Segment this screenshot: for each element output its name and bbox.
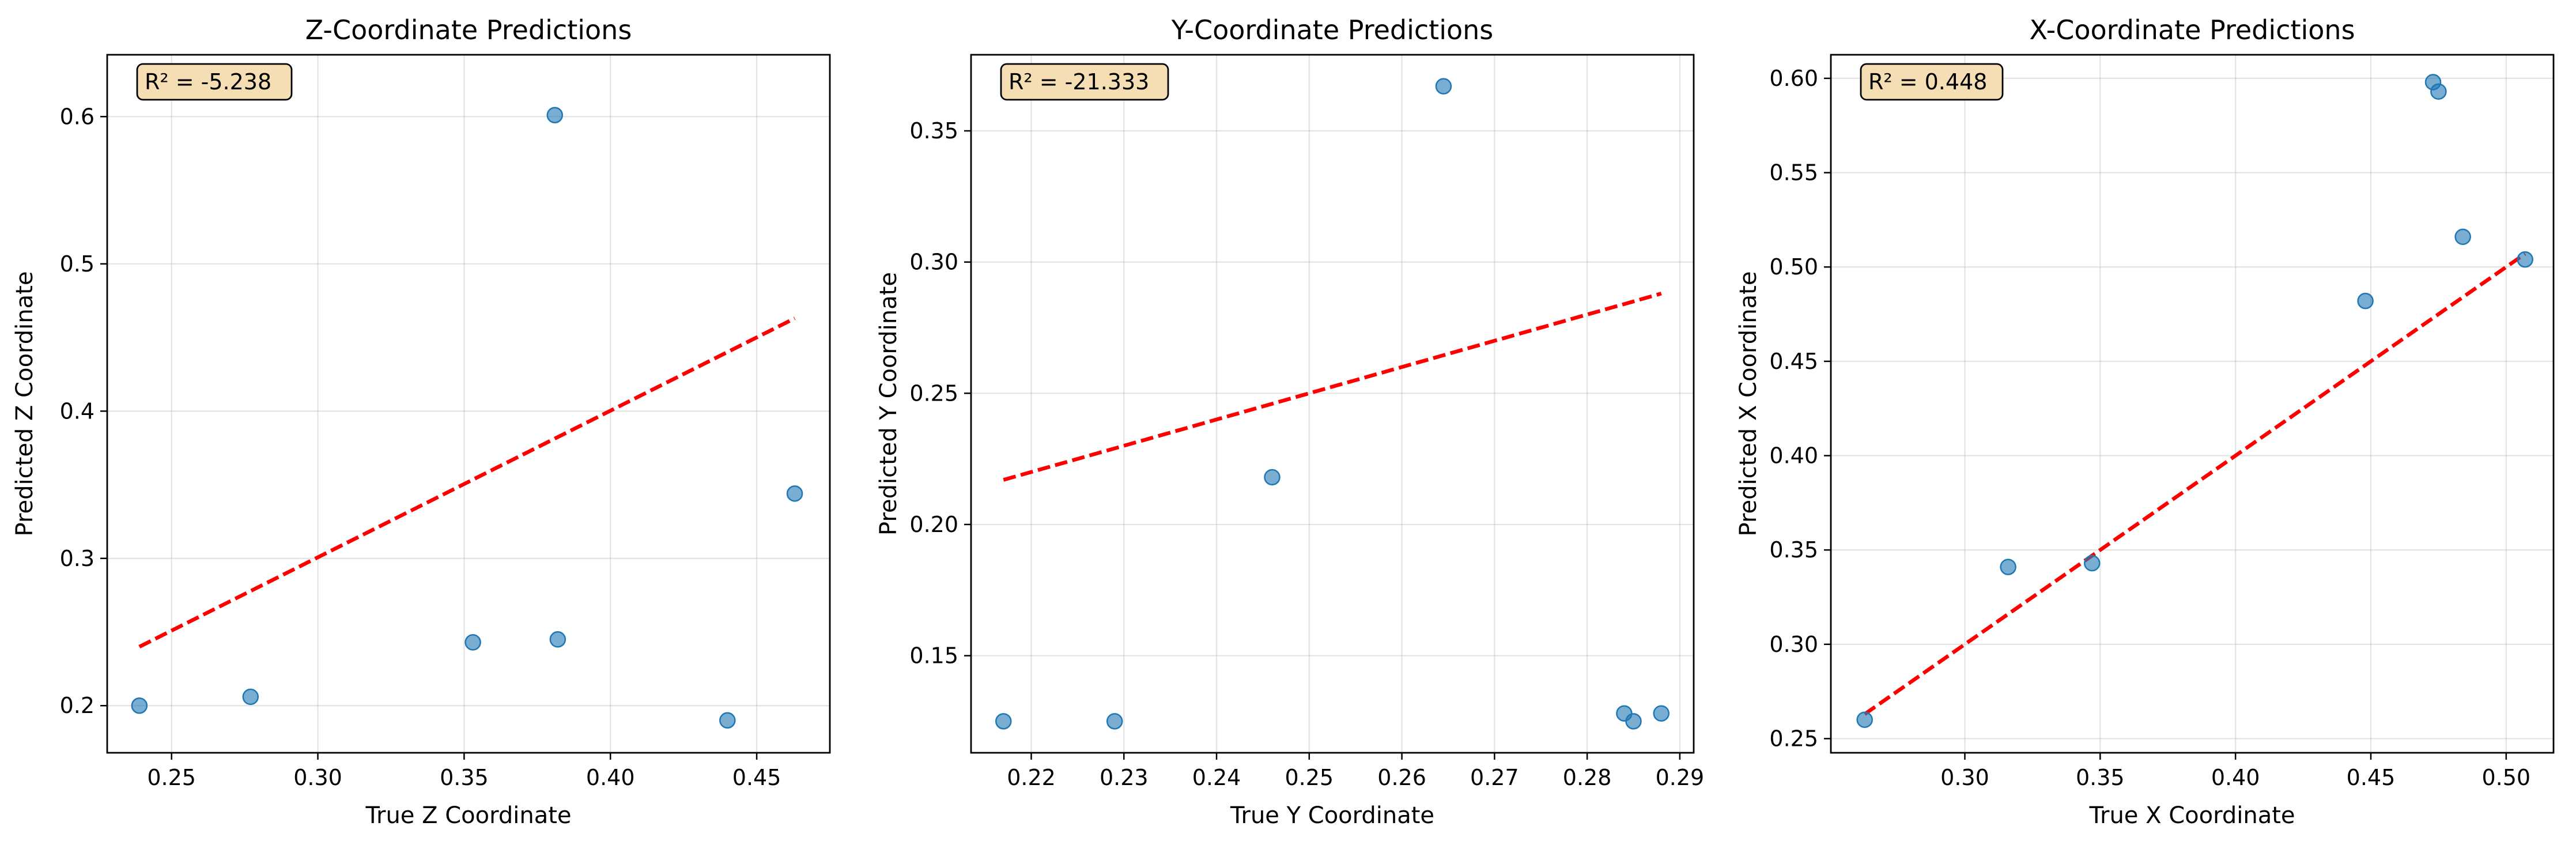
y-tick-label: 0.45 (1769, 349, 1818, 374)
x-tick-label: 0.25 (1285, 765, 1334, 790)
data-point (1653, 705, 1670, 722)
y-tick-label: 0.6 (60, 104, 95, 129)
x-tick-label: 0.35 (2076, 765, 2125, 790)
axes-frame (970, 54, 1695, 754)
x-tick-label: 0.23 (1100, 765, 1149, 790)
y-axis-label: Predicted Y Coordinate (875, 272, 902, 535)
y-tick-label: 0.50 (1769, 254, 1818, 280)
y-tick-label: 0.40 (1769, 443, 1818, 469)
x-tick-label: 0.40 (586, 765, 635, 790)
x-tick-label: 0.35 (440, 765, 489, 790)
data-point (2357, 292, 2374, 310)
data-point (2000, 559, 2016, 575)
r2-annotation-box (1860, 63, 2004, 101)
y-tick-label: 0.5 (60, 251, 95, 277)
x-tick-label: 0.50 (2482, 765, 2531, 790)
r2-annotation-box (1000, 63, 1169, 101)
data-point (995, 713, 1012, 730)
data-point (131, 697, 148, 714)
y-tick-label: 0.20 (909, 512, 958, 537)
axes-frame (1830, 54, 2555, 754)
data-point (1106, 713, 1123, 730)
x-tick-label: 0.30 (293, 765, 342, 790)
x-axis-label: True Z Coordinate (365, 802, 571, 829)
r2-annotation: R² = -21.333 (1009, 69, 1149, 95)
x-tick-label: 0.27 (1470, 765, 1519, 790)
data-point (464, 634, 481, 651)
y-tick-label: 0.3 (60, 546, 95, 571)
x-axis-label: True Y Coordinate (1230, 802, 1434, 829)
y-tick-label: 0.35 (909, 118, 958, 144)
fit-line (138, 316, 796, 648)
r2-annotation-box (136, 63, 293, 101)
y-tick-label: 0.25 (1769, 726, 1818, 751)
data-point (2517, 251, 2533, 268)
data-point (1856, 711, 1873, 728)
x-tick-label: 0.28 (1563, 765, 1612, 790)
x-tick-label: 0.22 (1007, 765, 1056, 790)
y-tick-label: 0.30 (909, 250, 958, 275)
y-tick-label: 0.4 (60, 398, 95, 424)
x-tick-label: 0.29 (1656, 765, 1705, 790)
data-point (2083, 554, 2101, 572)
y-tick-label: 0.2 (60, 693, 95, 718)
fit-line (1863, 252, 2526, 716)
x-tick-label: 0.26 (1377, 765, 1426, 790)
data-point (2454, 228, 2471, 246)
y-axis-label: Predicted X Coordinate (1735, 271, 1762, 537)
chart-title: Z-Coordinate Predictions (305, 14, 632, 46)
x-tick-label: 0.45 (2347, 765, 2396, 790)
data-point (2430, 83, 2447, 100)
data-point (1435, 78, 1452, 95)
data-point (1625, 713, 1642, 730)
r2-annotation: R² = -5.238 (145, 69, 271, 95)
y-tick-label: 0.25 (909, 380, 958, 406)
data-point (546, 107, 564, 123)
chart-panel-2: 0.22 0.23 0.24 0.25 0.26 0.27 0.28 0.29 0.15 0.20… (875, 14, 1704, 829)
x-tick-label: 0.40 (2211, 765, 2260, 790)
x-axis-label: True X Coordinate (2088, 802, 2295, 829)
x-tick-label: 0.25 (147, 765, 196, 790)
x-tick-label: 0.24 (1192, 765, 1241, 790)
y-tick-label: 0.60 (1769, 66, 1818, 91)
chart-panel-1: 0.25 0.30 0.35 0.40 0.45 0.2 0.3 0.4 0.5 0.6 Z-Coo… (12, 14, 831, 829)
y-axis-label: Predicted Z Coordinate (12, 271, 38, 537)
data-point (549, 631, 566, 648)
axes-frame (106, 54, 831, 754)
data-point (1264, 469, 1281, 486)
chart-title: Y-Coordinate Predictions (1171, 14, 1494, 46)
data-point (242, 688, 259, 706)
y-tick-label: 0.55 (1769, 160, 1818, 186)
r2-annotation: R² = 0.448 (1868, 69, 1987, 95)
data-point (786, 485, 803, 502)
y-tick-label: 0.35 (1769, 537, 1818, 563)
chart-panel-3: 0.30 0.35 0.40 0.45 0.50 0.25 0.30 0.35 0.40 0.45… (1735, 14, 2555, 829)
x-tick-label: 0.30 (1940, 765, 1989, 790)
chart-title: X-Coordinate Predictions (2029, 14, 2355, 46)
x-tick-label: 0.45 (732, 765, 781, 790)
fit-line (1003, 292, 1662, 482)
y-tick-label: 0.15 (909, 643, 958, 669)
data-point (719, 712, 736, 729)
y-tick-label: 0.30 (1769, 632, 1818, 657)
